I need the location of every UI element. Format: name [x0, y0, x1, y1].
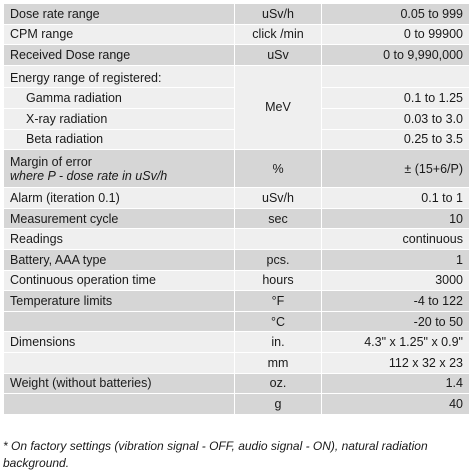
range-cell: 10 [321, 207, 470, 230]
range-cell: 40 [321, 393, 470, 415]
unit-cell: sec [234, 207, 322, 230]
unit-cell: °C [234, 310, 322, 333]
range-cell: -20 to 50 [321, 310, 470, 333]
margin-note: where P - dose rate in uSv/h [10, 168, 168, 183]
unit-cell: mm [234, 351, 322, 374]
range-cell: 3000 [321, 269, 470, 292]
unit-cell: oz. [234, 372, 322, 395]
param-cell [3, 310, 235, 333]
range-cell: 1 [321, 248, 470, 271]
param-cell: Readings [3, 228, 235, 250]
table-row: Beta radiation 0.25 to 3.5 [3, 128, 470, 151]
unit-cell: g [234, 393, 322, 415]
param-cell: Temperature limits [3, 290, 235, 312]
param-cell: Alarm (iteration 0.1) [3, 187, 235, 209]
range-cell: 0.25 to 3.5 [321, 128, 470, 151]
table-row: Energy range of registered: MeV [3, 64, 470, 151]
range-cell: 4.3" x 1.25" x 0.9" [321, 331, 470, 353]
param-cell: Margin of error where P - dose rate in u… [3, 149, 235, 189]
unit-cell: click /min [234, 23, 322, 46]
unit-cell: uSv/h [234, 187, 322, 209]
range-cell: 112 x 32 x 23 [321, 351, 470, 374]
param-cell: Beta radiation [3, 128, 235, 151]
range-cell: ± (15+6/P) [321, 149, 470, 189]
margin-label: Margin of error [10, 154, 92, 169]
table-row: CPM range click /min 0 to 99900 [3, 23, 470, 46]
table-row: mm 112 x 32 x 23 [3, 351, 470, 374]
energy-heading: Energy range of registered: [3, 64, 235, 89]
range-cell: -4 to 122 [321, 290, 470, 312]
table-row: Gamma radiation 0.1 to 1.25 [3, 87, 470, 109]
energy-unit-cell: MeV [234, 64, 322, 151]
param-cell [3, 351, 235, 374]
table-row: °C -20 to 50 [3, 310, 470, 333]
range-cell: 0.1 to 1.25 [321, 87, 470, 109]
unit-cell: °F [234, 290, 322, 312]
param-cell: X-ray radiation [3, 107, 235, 130]
table-row: Readings continuous [3, 228, 470, 250]
table-row: Dose rate range uSv/h 0.05 to 999 [3, 3, 470, 25]
param-cell: Dose rate range [3, 3, 235, 25]
param-cell: Weight (without batteries) [3, 372, 235, 395]
range-cell: 0 to 9,990,000 [321, 44, 470, 66]
unit-cell: uSv/h [234, 3, 322, 25]
table-row: Margin of error where P - dose rate in u… [3, 149, 470, 189]
table-row: Temperature limits °F -4 to 122 [3, 290, 470, 312]
unit-cell: pcs. [234, 248, 322, 271]
range-cell: continuous [321, 228, 470, 250]
specifications-table: Dose rate range uSv/h 0.05 to 999 CPM ra… [3, 3, 470, 415]
range-cell: 0 to 99900 [321, 23, 470, 46]
table-row: Dimensions in. 4.3" x 1.25" x 0.9" [3, 331, 470, 353]
param-cell: Measurement cycle [3, 207, 235, 230]
range-cell: 0.03 to 3.0 [321, 107, 470, 130]
param-cell: Received Dose range [3, 44, 235, 66]
table-row: Alarm (iteration 0.1) uSv/h 0.1 to 1 [3, 187, 470, 209]
table-row: Battery, AAA type pcs. 1 [3, 248, 470, 271]
footnote: * On factory settings (vibration signal … [3, 439, 428, 470]
table-row: Continuous operation time hours 3000 [3, 269, 470, 292]
table-row: Received Dose range uSv 0 to 9,990,000 [3, 44, 470, 66]
param-cell: Battery, AAA type [3, 248, 235, 271]
param-cell: Dimensions [3, 331, 235, 353]
table-row: Weight (without batteries) oz. 1.4 [3, 372, 470, 395]
param-cell [3, 393, 235, 415]
range-cell: 0.1 to 1 [321, 187, 470, 209]
range-cell: 0.05 to 999 [321, 3, 470, 25]
param-cell: CPM range [3, 23, 235, 46]
range-cell: 1.4 [321, 372, 470, 395]
table-row: Measurement cycle sec 10 [3, 207, 470, 230]
unit-cell: in. [234, 331, 322, 353]
unit-cell: % [234, 149, 322, 189]
range-cell [321, 64, 470, 89]
param-cell: Continuous operation time [3, 269, 235, 292]
unit-cell: hours [234, 269, 322, 292]
table-row: X-ray radiation 0.03 to 3.0 [3, 107, 470, 130]
unit-cell [234, 228, 322, 250]
unit-cell: uSv [234, 44, 322, 66]
param-cell: Gamma radiation [3, 87, 235, 109]
table-row: g 40 [3, 393, 470, 415]
